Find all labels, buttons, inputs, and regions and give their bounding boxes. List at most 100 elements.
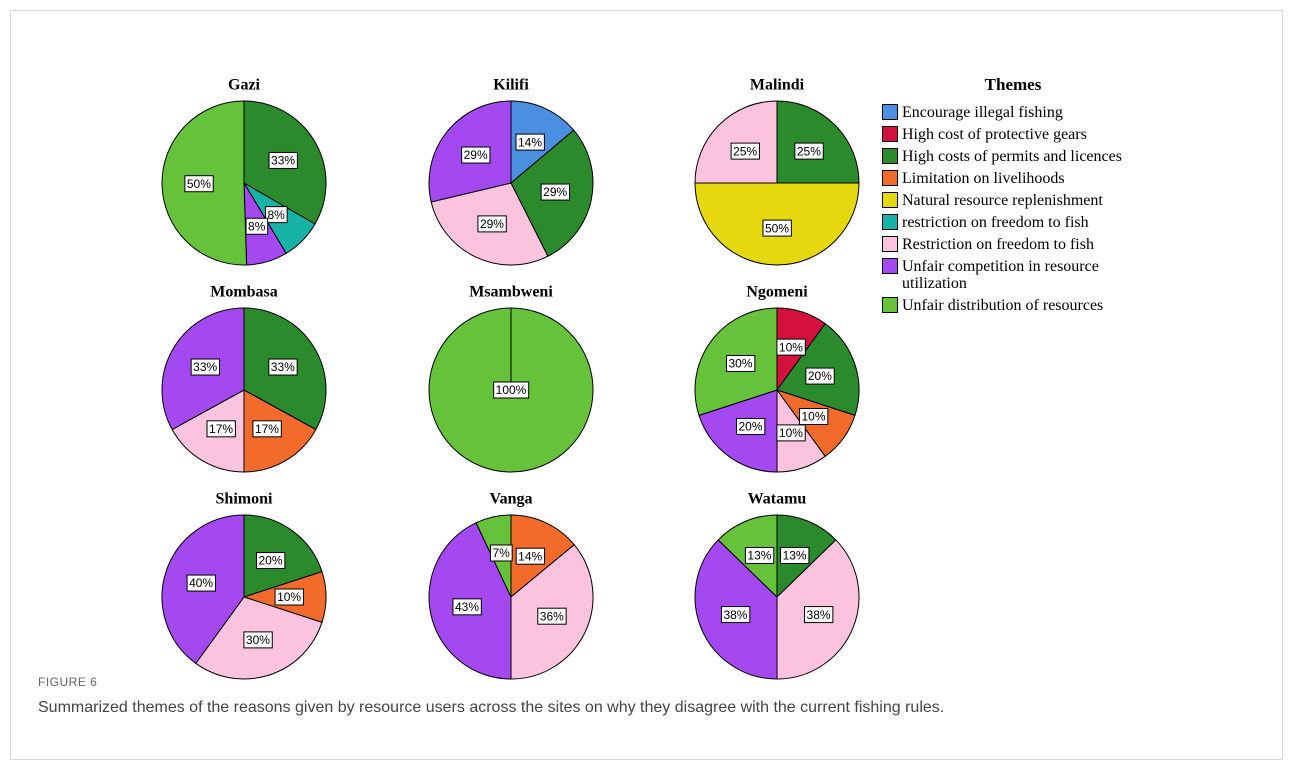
data-label-text: 25% xyxy=(797,144,821,158)
data-label-box xyxy=(515,547,546,565)
legend-swatch xyxy=(882,214,898,230)
data-label: 30% xyxy=(725,354,756,372)
data-label: 14% xyxy=(515,547,546,565)
data-label: 25% xyxy=(730,142,760,160)
figure-label: FIGURE 6 xyxy=(38,675,98,689)
data-label-text: 50% xyxy=(765,221,789,235)
data-label-text: 36% xyxy=(540,609,564,623)
data-label-text: 40% xyxy=(189,576,213,590)
legend-item: Encourage illegal fishing xyxy=(882,104,1144,121)
data-label-text: 7% xyxy=(492,546,510,560)
legend-label: restriction on freedom to fish xyxy=(902,214,1089,231)
data-label: 43% xyxy=(452,598,482,616)
legend-swatch xyxy=(882,236,898,252)
legend-label: High costs of permits and licences xyxy=(902,148,1122,165)
data-label: 10% xyxy=(274,588,304,606)
legend-item: restriction on freedom to fish xyxy=(882,214,1144,231)
data-label-box xyxy=(804,606,834,624)
data-label-box xyxy=(489,544,513,562)
data-label: 36% xyxy=(537,607,567,625)
data-label: 25% xyxy=(794,142,824,160)
data-label-text: 29% xyxy=(464,148,488,162)
data-label-text: 100% xyxy=(496,383,527,397)
data-label-box xyxy=(794,142,824,160)
legend-label: Limitation on livelihoods xyxy=(902,170,1065,187)
data-label: 29% xyxy=(461,146,491,164)
data-label: 33% xyxy=(190,358,221,376)
data-label-text: 30% xyxy=(246,633,270,647)
data-label-text: 14% xyxy=(518,549,542,563)
data-label: 10% xyxy=(776,424,806,442)
data-label: 8% xyxy=(264,206,288,224)
pie-title: Malindi xyxy=(750,77,805,94)
pie-slice xyxy=(776,100,860,184)
data-label: 13% xyxy=(780,546,810,564)
legend-swatch xyxy=(882,126,898,142)
legend-item: Restriction on freedom to fish xyxy=(882,236,1144,253)
data-label: 38% xyxy=(720,606,751,624)
legend-label: Encourage illegal fishing xyxy=(902,104,1063,121)
data-label-box xyxy=(186,574,216,592)
data-label-text: 13% xyxy=(783,549,807,563)
legend: Themes Encourage illegal fishing High cos… xyxy=(882,76,1144,319)
pie-slice xyxy=(694,100,778,184)
data-label-text: 33% xyxy=(193,360,217,374)
data-label: 38% xyxy=(804,606,834,624)
data-label: 20% xyxy=(805,367,835,385)
legend-label: Restriction on freedom to fish xyxy=(902,236,1094,253)
pie-title: Shimoni xyxy=(216,491,273,508)
legend-swatch xyxy=(882,258,898,274)
data-label-box xyxy=(762,219,792,237)
data-label-box xyxy=(206,420,236,438)
data-label-text: 25% xyxy=(733,144,757,158)
pie-title: Mombasa xyxy=(210,284,278,301)
data-label: 10% xyxy=(798,408,829,426)
legend-swatch xyxy=(882,170,898,186)
data-label-box xyxy=(730,142,760,160)
data-label-box xyxy=(735,417,766,435)
data-label-text: 17% xyxy=(255,422,279,436)
data-label: 17% xyxy=(206,420,236,438)
pie-title: Gazi xyxy=(228,77,261,94)
data-label-text: 43% xyxy=(455,600,479,614)
data-label-box xyxy=(252,420,282,438)
data-label: 29% xyxy=(540,183,571,201)
data-label-text: 29% xyxy=(543,185,567,199)
legend-swatch xyxy=(882,192,898,208)
data-label-box xyxy=(515,133,545,151)
data-label: 14% xyxy=(515,133,545,151)
legend-item: Natural resource replenishment xyxy=(882,192,1144,209)
data-label-text: 10% xyxy=(277,590,301,604)
data-label: 29% xyxy=(477,215,507,233)
pie-title: Msambweni xyxy=(469,284,553,301)
legend-label: Unfair distribution of resources xyxy=(902,297,1104,314)
figure-frame xyxy=(10,10,1283,760)
data-label-box xyxy=(720,606,751,624)
data-label-text: 8% xyxy=(248,219,266,233)
data-label-text: 17% xyxy=(209,422,233,436)
pie-title: Kilifi xyxy=(493,77,529,94)
data-label: 33% xyxy=(268,358,298,376)
data-label-box xyxy=(540,183,571,201)
data-label: 50% xyxy=(762,219,792,237)
data-label-box xyxy=(537,607,567,625)
data-label: 100% xyxy=(493,381,530,399)
data-label-box xyxy=(744,546,775,564)
caption: Summarized themes of the reasons given b… xyxy=(38,699,945,716)
data-label: 7% xyxy=(489,544,513,562)
data-label-text: 14% xyxy=(518,135,542,149)
data-label: 20% xyxy=(255,552,286,570)
data-label: 50% xyxy=(184,175,214,193)
data-label-box xyxy=(452,598,482,616)
legend-label: Unfair competition in resource utilizati… xyxy=(902,258,1099,292)
data-label-box xyxy=(805,367,835,385)
legend-title: Themes xyxy=(984,75,1042,94)
data-label-box xyxy=(776,338,806,356)
data-label-text: 38% xyxy=(723,608,747,622)
data-label: 8% xyxy=(245,217,269,235)
data-label: 17% xyxy=(252,420,282,438)
data-label-box xyxy=(776,424,806,442)
data-label: 20% xyxy=(735,417,766,435)
data-label-text: 33% xyxy=(271,360,295,374)
